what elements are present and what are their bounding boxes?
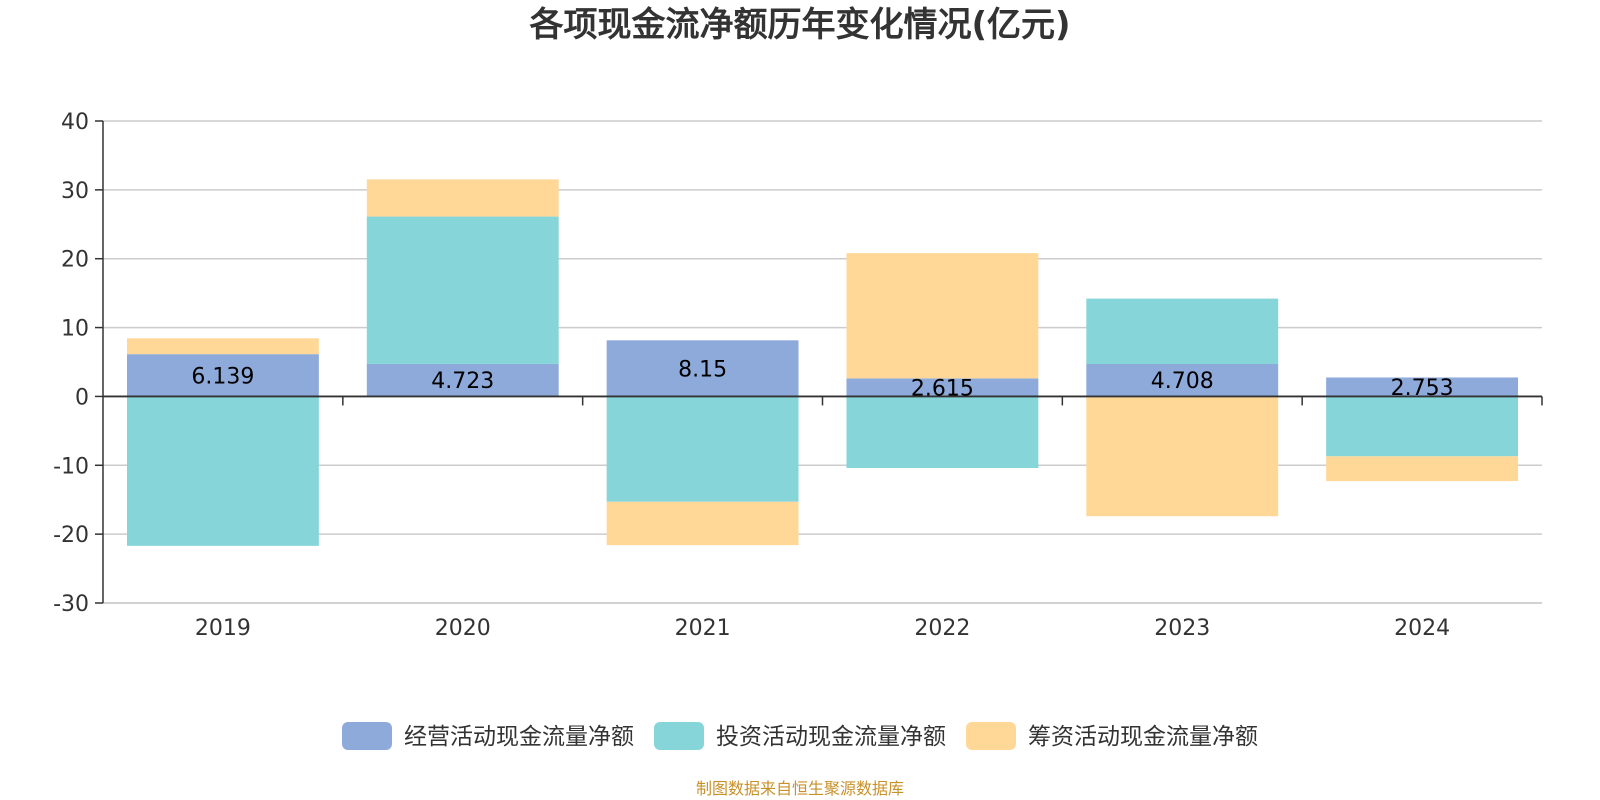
y-tick-label: 20 <box>61 248 89 273</box>
legend-label: 经营活动现金流量净额 <box>404 724 634 750</box>
bar-series-1 <box>366 363 559 397</box>
bar-series-2 <box>606 396 799 502</box>
legend-label: 筹资活动现金流量净额 <box>1028 724 1258 750</box>
bar-series-3 <box>606 501 799 546</box>
chart-title: 各项现金流净额历年变化情况(亿元) <box>529 5 1070 45</box>
bar-series-2 <box>1086 298 1279 365</box>
bar-data-label: 8.15 <box>678 357 727 382</box>
bar-series-1 <box>606 340 799 397</box>
bar-series-3 <box>126 338 319 355</box>
x-tick-label: 2022 <box>914 616 970 641</box>
bar-data-label: 6.139 <box>191 364 254 389</box>
bar-series-3 <box>1086 396 1279 517</box>
bar-series-2 <box>1326 396 1519 457</box>
bar-series-1 <box>1326 377 1519 397</box>
bar-data-label: 4.708 <box>1151 369 1214 394</box>
x-tick-label: 2019 <box>195 616 251 641</box>
y-tick-label: 10 <box>61 317 89 342</box>
y-tick-label: -30 <box>53 592 89 617</box>
grid-lines <box>103 120 1542 604</box>
bar-series-1 <box>846 378 1039 397</box>
x-tick-label: 2020 <box>435 616 491 641</box>
y-tick-label: -20 <box>53 523 89 548</box>
x-tick-label: 2023 <box>1154 616 1210 641</box>
y-tick-label: -10 <box>53 454 89 479</box>
bar-labels: 6.139 4.723 8.15 2.615 4.708 2.753 <box>191 357 1453 401</box>
bar-series-1 <box>126 354 319 397</box>
bar-series-3 <box>1326 456 1519 482</box>
bar-data-label: 2.615 <box>911 376 974 401</box>
axes: 40 30 20 10 0 -10 -20 -30 2019 2020 2021 2022 2023 20… <box>53 110 1543 641</box>
bar-data-label: 4.723 <box>431 369 494 394</box>
legend: 经营活动现金流量净额 投资活动现金流量净额 筹资活动现金流量净额 <box>342 722 1258 750</box>
legend-swatch-2 <box>654 722 704 750</box>
source-note: 制图数据来自恒生聚源数据库 <box>696 779 904 798</box>
legend-swatch-1 <box>342 722 392 750</box>
y-tick-label: 40 <box>61 110 89 135</box>
bars <box>126 179 1519 546</box>
bar-series-3 <box>366 179 559 217</box>
y-tick-label: 0 <box>75 385 89 410</box>
y-tick-label: 30 <box>61 179 89 204</box>
bar-series-2 <box>126 396 319 546</box>
legend-swatch-3 <box>966 722 1016 750</box>
bar-series-2 <box>366 216 559 364</box>
bar-data-label: 2.753 <box>1391 376 1454 401</box>
bar-series-3 <box>846 253 1039 379</box>
x-tick-label: 2024 <box>1394 616 1450 641</box>
bar-series-1 <box>1086 364 1279 397</box>
bar-series-2 <box>846 396 1039 469</box>
x-tick-label: 2021 <box>675 616 731 641</box>
legend-label: 投资活动现金流量净额 <box>716 724 946 750</box>
